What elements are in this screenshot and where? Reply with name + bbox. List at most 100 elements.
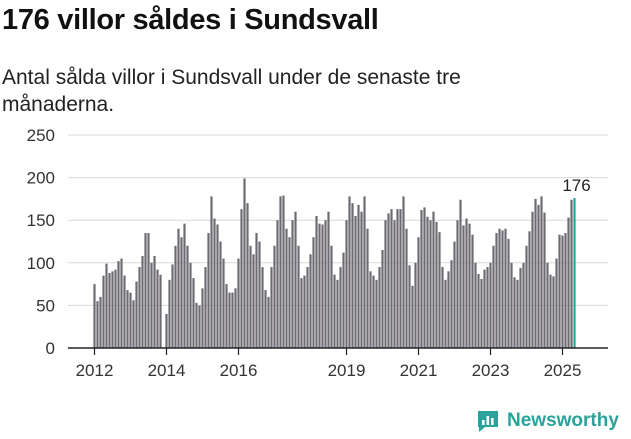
bar [177,228,180,348]
bar [213,218,216,348]
bar [333,274,336,348]
bar [396,209,399,348]
bar [426,216,429,348]
bar [528,231,531,348]
bar [510,262,513,348]
bar [132,300,135,348]
bar [102,275,105,348]
bar [498,228,501,348]
x-tick-label: 2021 [400,361,438,380]
bar [270,267,273,348]
bar [318,223,321,348]
bar [327,211,330,348]
bar [300,278,303,348]
bar [348,196,351,348]
bar [123,275,126,348]
bar [321,224,324,348]
bar [456,220,459,348]
bar [531,211,534,348]
bar [129,292,132,348]
bar [480,278,483,348]
chart-subtitle: Antal sålda villor i Sundsvall under de … [2,66,461,116]
bar [201,288,204,348]
bar [159,274,162,348]
bar [306,267,309,348]
bar [288,237,291,348]
bar [507,238,510,348]
bar [402,196,405,348]
x-tick-label: 2019 [328,361,366,380]
bar [570,199,573,348]
bar [525,245,528,348]
bar [267,296,270,348]
bar [453,241,456,348]
bar [324,220,327,348]
bar [462,225,465,348]
brand-name: Newsworthy [507,410,619,431]
bar [375,279,378,348]
bar [249,245,252,348]
bar [246,203,249,348]
bar [384,220,387,348]
bar [516,279,519,348]
bar [282,195,285,348]
bar [477,273,480,348]
bar [183,223,186,348]
bar [198,305,201,348]
y-tick-label: 0 [46,339,55,358]
bar [234,288,237,348]
bar [156,269,159,348]
bar [387,213,390,348]
bar [189,262,192,348]
y-tick-label: 100 [27,254,55,273]
bar [285,228,288,348]
bar [558,234,561,348]
bar [165,313,168,348]
x-tick-label: 2016 [220,361,258,380]
bar [429,220,432,348]
bar [309,254,312,348]
bar [237,258,240,348]
bar [93,284,96,348]
bar [555,258,558,348]
bar [354,215,357,348]
bar [486,267,489,348]
bar [492,245,495,348]
bar [483,269,486,348]
bar [105,263,108,348]
bar [435,221,438,348]
bar [552,276,555,348]
bar [171,264,174,348]
bar [378,267,381,348]
bar [174,245,177,348]
bar [258,241,261,348]
bar [519,267,522,348]
bar [291,220,294,348]
bar [381,250,384,348]
bar [537,204,540,348]
bar [393,220,396,348]
bar [450,260,453,348]
bar [489,262,492,348]
bar [543,212,546,348]
bar [447,271,450,348]
bar [474,262,477,348]
bar [141,255,144,348]
bar [534,198,537,348]
bar [153,255,156,348]
bar [363,196,366,348]
x-tick-label: 2012 [76,361,114,380]
bar [252,254,255,348]
bar [495,232,498,348]
bar [138,267,141,348]
bar [96,301,99,348]
bar [459,199,462,348]
bar [330,245,333,348]
bar [210,196,213,348]
bar [207,232,210,348]
bar [336,279,339,348]
bar [546,262,549,348]
bar [261,267,264,348]
bar [135,281,138,348]
bar [312,237,315,348]
